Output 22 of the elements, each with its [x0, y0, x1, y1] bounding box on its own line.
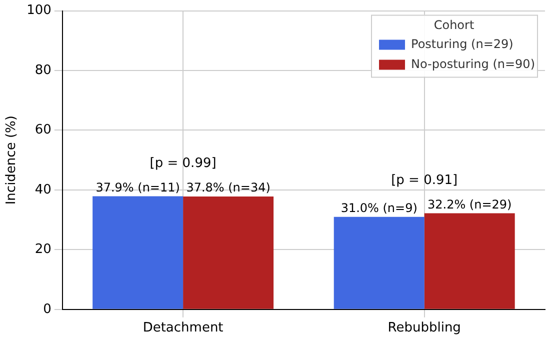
- y-tick-label: 80: [34, 62, 52, 78]
- annotation: [p = 0.91]: [391, 173, 458, 188]
- bar: [334, 216, 424, 309]
- data-label: 37.8% (n=34): [186, 180, 270, 195]
- bar: [424, 213, 515, 309]
- legend-label: No-posturing (n=90): [411, 56, 536, 71]
- legend-title: Cohort: [434, 18, 474, 32]
- annotation: [p = 0.99]: [150, 156, 216, 172]
- y-tick-label: 60: [34, 122, 52, 138]
- data-label: 32.2% (n=29): [427, 197, 512, 212]
- y-tick-label: 20: [34, 242, 52, 258]
- bar: [92, 196, 184, 309]
- x-tick-label: Rebubbling: [388, 320, 461, 336]
- x-tick-label: Detachment: [142, 320, 224, 336]
- data-label: 37.9% (n=11): [96, 180, 180, 194]
- y-tick-label: 40: [34, 182, 52, 198]
- legend-label: Posturing (n=29): [411, 36, 514, 51]
- y-axis-title: Incidence (%): [4, 116, 20, 205]
- y-tick-label: 0: [43, 302, 52, 317]
- y-tick-label: 100: [26, 3, 52, 18]
- bar: [183, 196, 274, 309]
- data-label: 31.0% (n=9): [340, 200, 418, 215]
